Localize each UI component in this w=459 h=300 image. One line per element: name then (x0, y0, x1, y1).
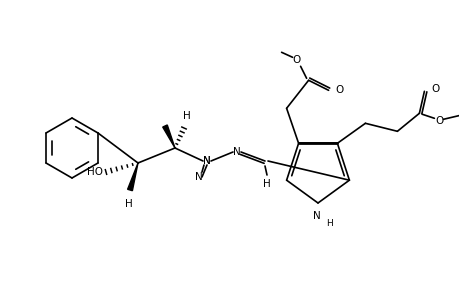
Text: N: N (313, 211, 320, 221)
Text: N: N (233, 147, 241, 157)
Polygon shape (127, 163, 138, 191)
Text: O: O (431, 84, 439, 94)
Text: H: H (263, 179, 270, 189)
Text: HO: HO (87, 167, 103, 177)
Text: N: N (203, 156, 210, 166)
Text: H: H (325, 219, 332, 228)
Text: O: O (335, 85, 343, 95)
Text: H: H (183, 111, 190, 121)
Text: N: N (195, 172, 202, 182)
Polygon shape (162, 125, 174, 148)
Text: O: O (434, 116, 442, 126)
Text: H: H (125, 199, 133, 209)
Text: N: N (203, 156, 210, 166)
Text: O: O (292, 55, 300, 65)
